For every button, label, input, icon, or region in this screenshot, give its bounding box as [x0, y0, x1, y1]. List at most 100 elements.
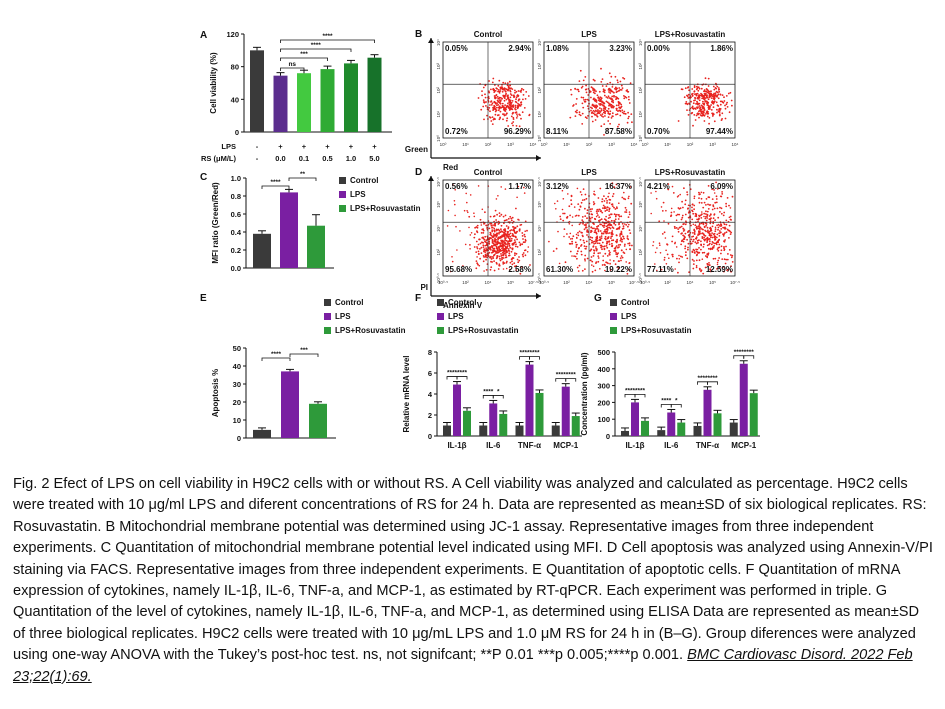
panel-label-E: E — [200, 293, 207, 304]
panelD-event-dot — [505, 225, 508, 227]
panelD-quadrant-ur: 16.37% — [605, 182, 632, 191]
panelB-event-dot — [615, 107, 618, 110]
panelB-event-dot — [578, 113, 581, 116]
panelB-event-dot — [690, 100, 692, 103]
panelD-event-dot — [700, 269, 703, 272]
panelD-event-dot — [625, 211, 628, 214]
panelD-event-dot — [682, 227, 685, 230]
panelD-event-dot — [601, 211, 604, 214]
panelD-event-dot — [522, 252, 525, 254]
panelB-event-dot — [602, 116, 604, 118]
panelD-event-dot — [721, 193, 724, 195]
panelD-event-dot — [610, 223, 612, 226]
panelD-event-dot — [496, 256, 499, 259]
panelD-event-dot — [505, 239, 508, 242]
panelB-event-dot — [504, 108, 506, 111]
panelD-event-dot — [705, 213, 707, 215]
panelD-event-dot — [480, 252, 483, 255]
panelB-event-dot — [581, 112, 584, 115]
panelD-event-dot — [729, 233, 732, 236]
panelB-event-dot — [617, 81, 619, 84]
panelB-xtick-label: 10² — [687, 142, 694, 147]
panelC-legend-label: LPS+Rosuvastatin — [350, 204, 421, 213]
panelD-event-dot — [723, 246, 725, 248]
panelD-event-dot — [603, 247, 606, 250]
panelB-event-dot — [515, 96, 518, 99]
panelD-event-dot — [601, 200, 603, 203]
panelD-event-dot — [727, 268, 730, 271]
panelD-event-dot — [723, 270, 725, 273]
panelB-ytick-label: 10⁴ — [638, 39, 643, 46]
panelD-event-dot — [578, 264, 581, 267]
panelB-event-dot — [705, 94, 707, 97]
panelD-event-dot — [655, 190, 657, 193]
panelD-event-dot — [603, 224, 606, 227]
panelD-event-dot — [516, 238, 518, 241]
panelD-event-dot — [594, 193, 596, 196]
panelD-event-dot — [628, 223, 630, 226]
panelD-event-dot — [561, 189, 564, 192]
panelD-event-dot — [607, 195, 610, 198]
panelD-event-dot — [687, 204, 690, 207]
panelD-event-dot — [475, 240, 478, 243]
panelD-event-dot — [507, 231, 510, 233]
panelB-event-dot — [594, 105, 597, 108]
panelD-event-dot — [514, 254, 516, 257]
panelF-ytick-label: 2 — [428, 411, 432, 420]
panelB-event-dot — [591, 87, 594, 89]
panelD-xtick-label: 10⁰·⁵ — [539, 280, 549, 285]
panelF-category-label: TNF-α — [518, 441, 541, 450]
panelB-event-dot — [696, 112, 699, 115]
panelD-event-dot — [714, 235, 717, 238]
panelD-event-dot — [711, 208, 714, 211]
panelD-event-dot — [601, 264, 604, 266]
panelD-event-dot — [488, 238, 491, 241]
panelD-event-dot — [624, 198, 627, 201]
panelB-event-dot — [517, 95, 519, 98]
panelB-event-dot — [708, 90, 711, 93]
panelD-event-dot — [499, 244, 502, 247]
panelE-legend-swatch — [324, 313, 331, 320]
panelD-event-dot — [508, 252, 511, 255]
panelB-event-dot — [730, 99, 733, 102]
panelA-rs-value: 1.0 — [346, 154, 356, 163]
panelD-event-dot — [723, 258, 726, 261]
panelB-event-dot — [601, 113, 604, 115]
panelD-event-dot — [475, 260, 478, 262]
panelD-event-dot — [615, 251, 617, 254]
panelD-event-dot — [492, 224, 494, 227]
panelD-event-dot — [606, 209, 609, 211]
panelD-event-dot — [699, 226, 701, 229]
panelD-event-dot — [490, 258, 493, 260]
panelD-event-dot — [602, 204, 605, 207]
panelD-event-dot — [463, 209, 466, 212]
panelD-event-dot — [451, 260, 454, 263]
panelB-event-dot — [496, 95, 499, 98]
panelC-legend-label: LPS — [350, 190, 366, 199]
panelD-event-dot — [596, 239, 599, 242]
panelB-event-dot — [609, 122, 611, 125]
panelD-event-dot — [604, 252, 607, 255]
panelB-event-dot — [503, 97, 506, 100]
panelD-event-dot — [498, 250, 501, 253]
panelD-event-dot — [510, 217, 513, 220]
panelB-event-dot — [702, 94, 705, 97]
panel-label-C: C — [200, 172, 207, 183]
citation-link[interactable]: BMC Cardiovasc Disord. 2022 Feb 23;22(1)… — [13, 647, 913, 685]
panelD-event-dot — [488, 240, 491, 243]
panelB-event-dot — [611, 98, 614, 100]
panelC-bar — [307, 225, 325, 268]
panelF-bar — [551, 425, 560, 436]
panelD-event-dot — [516, 196, 518, 199]
panelB-event-dot — [506, 117, 509, 120]
panelD-event-dot — [619, 235, 621, 237]
panelB-event-dot — [600, 115, 603, 117]
panelB-x-axis-title: Red — [443, 163, 458, 172]
panelD-event-dot — [473, 236, 476, 239]
panelD-event-dot — [593, 227, 595, 230]
panelD-event-dot — [605, 222, 607, 225]
panelD-event-dot — [481, 208, 484, 211]
panelD-event-dot — [702, 272, 705, 275]
panelD-event-dot — [523, 233, 526, 236]
panelD-event-dot — [617, 218, 620, 220]
